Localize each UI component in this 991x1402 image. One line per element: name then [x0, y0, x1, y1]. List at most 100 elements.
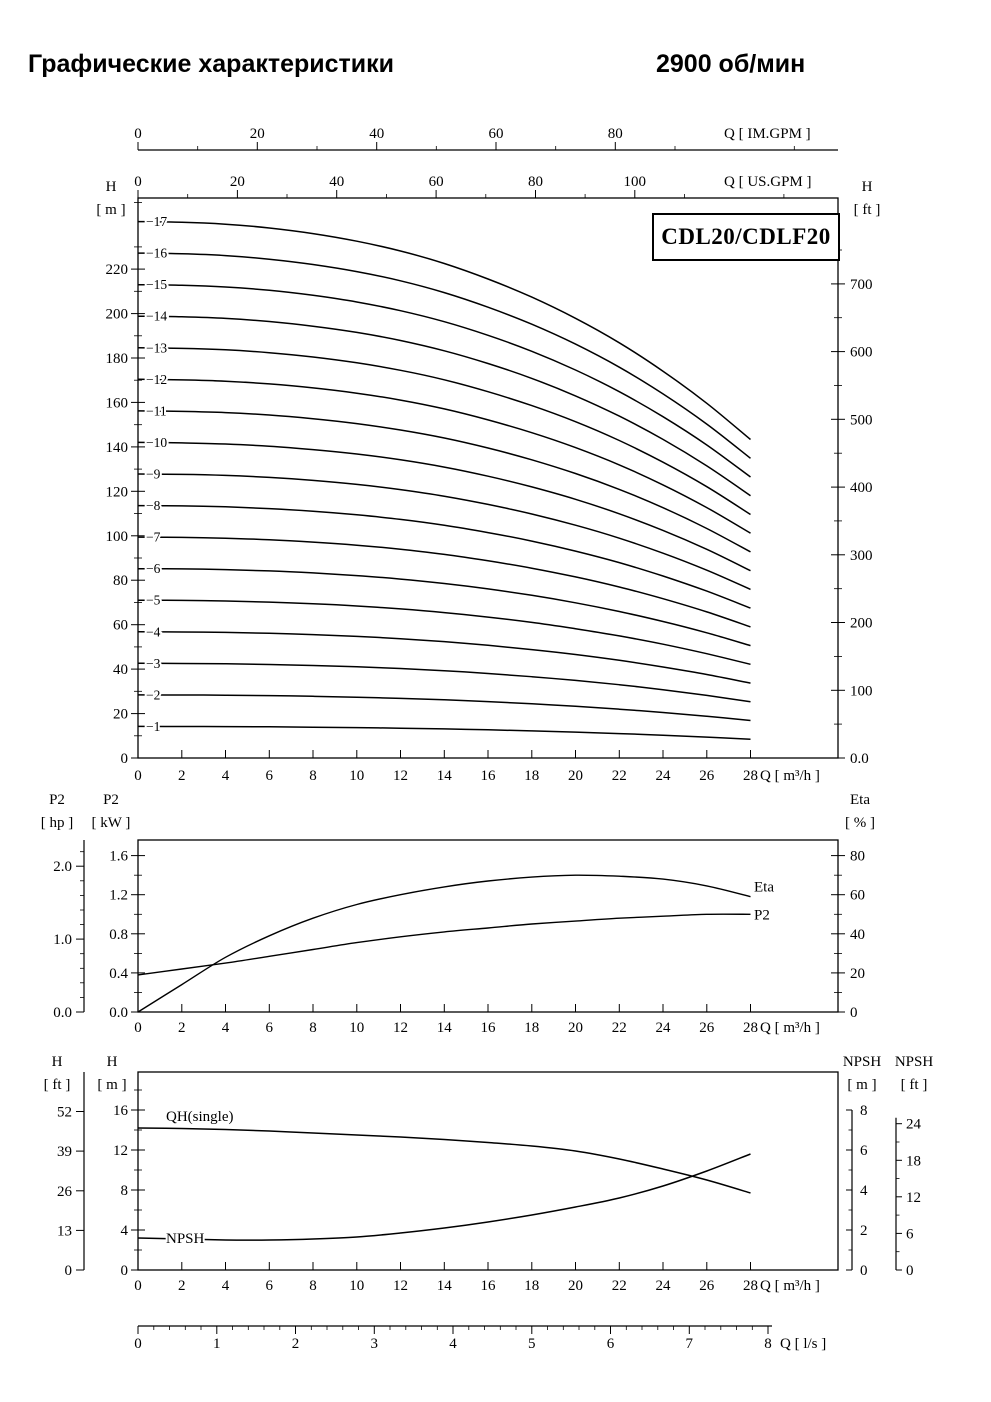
- tick-label: 0: [121, 751, 129, 767]
- tick-label: 16: [481, 1020, 497, 1036]
- tick-label: 0: [134, 126, 142, 142]
- tick-label: 200: [106, 307, 129, 323]
- tick-label: 0: [134, 174, 142, 190]
- tick-label: 2.0: [53, 859, 72, 875]
- tick-label: 8: [309, 1020, 317, 1036]
- tick-label: 20: [568, 1020, 583, 1036]
- tick-label: 40: [113, 662, 128, 678]
- tick-label: 1.0: [53, 932, 72, 948]
- tick-label: 60: [489, 126, 504, 142]
- axis-unit: [ ft ]: [854, 202, 881, 218]
- axis-unit: [ m ]: [847, 1077, 876, 1093]
- tick-label: 40: [329, 174, 344, 190]
- tick-label: 0.4: [109, 966, 128, 982]
- tick-label: 4: [222, 768, 230, 784]
- tick-label: 2: [178, 1278, 186, 1294]
- curve-stage-14: [137, 315, 751, 497]
- tick-label: 12: [113, 1143, 128, 1159]
- axis-name: NPSH: [895, 1054, 934, 1070]
- eta-series-label: Eta: [754, 880, 774, 896]
- tick-label: 2: [860, 1223, 868, 1239]
- axis-name: NPSH: [843, 1054, 882, 1070]
- p2-curve: [137, 913, 751, 976]
- tick-label: 20: [568, 1278, 583, 1294]
- tick-label: 0: [860, 1263, 868, 1279]
- tick-label: 4: [860, 1183, 868, 1199]
- tick-label: 16: [113, 1103, 129, 1119]
- stage-label-14: −14: [146, 309, 167, 324]
- tick-label: 20: [850, 966, 865, 982]
- tick-label: 12: [393, 768, 408, 784]
- tick-label: 0.0: [109, 1005, 128, 1021]
- axis-unit: [ kW ]: [92, 815, 131, 831]
- curve-stage-1: [137, 725, 751, 741]
- tick-label: 3: [371, 1336, 379, 1352]
- tick-label: 16: [481, 1278, 497, 1294]
- stage-label-7: −7: [146, 530, 161, 545]
- tick-label: 20: [113, 707, 128, 723]
- tick-label: 2: [178, 1020, 186, 1036]
- tick-label: 60: [429, 174, 444, 190]
- stage-label-1: −1: [146, 719, 160, 734]
- tick-label: 6: [906, 1226, 914, 1242]
- tick-label: 400: [850, 480, 873, 496]
- tick-label: 4: [222, 1278, 230, 1294]
- stage-label-3: −3: [146, 656, 161, 671]
- tick-label: 1.2: [109, 888, 128, 904]
- tick-label: 4: [449, 1336, 457, 1352]
- tick-label: 300: [850, 548, 873, 564]
- page-title: Графические характеристики: [28, 50, 395, 78]
- tick-label: 8: [764, 1336, 772, 1352]
- tick-label: 12: [906, 1190, 921, 1206]
- tick-label: 7: [686, 1336, 694, 1352]
- tick-label: 22: [612, 1278, 627, 1294]
- x-axis-unit-label: Q [ m³/h ]: [760, 768, 820, 784]
- tick-label: 39: [57, 1144, 72, 1160]
- stage-label-17: −17: [146, 214, 167, 229]
- tick-label: 20: [230, 174, 245, 190]
- tick-label: 5: [528, 1336, 536, 1352]
- tick-label: 500: [850, 412, 873, 428]
- tick-label: 4: [222, 1020, 230, 1036]
- stage-label-11: −11: [146, 403, 167, 418]
- tick-label: 24: [656, 1278, 672, 1294]
- tick-label: 12: [393, 1020, 408, 1036]
- curve-stage-12: [137, 378, 751, 534]
- curve-stage-10: [137, 441, 751, 572]
- curve-stage-11: [137, 410, 751, 553]
- x-axis-unit-label: Q [ IM.GPM ]: [724, 126, 811, 142]
- tick-label: 6: [266, 768, 274, 784]
- tick-label: 28: [743, 1278, 758, 1294]
- tick-label: 14: [437, 1020, 453, 1036]
- stage-label-8: −8: [146, 498, 161, 513]
- stage-label-5: −5: [146, 593, 161, 608]
- tick-label: 18: [524, 768, 539, 784]
- tick-label: 0: [121, 1263, 129, 1279]
- axis-unit: [ ft ]: [44, 1077, 71, 1093]
- tick-label: 160: [106, 395, 129, 411]
- stage-label-12: −12: [146, 372, 167, 387]
- axis-name: H: [52, 1054, 63, 1070]
- tick-label: 0: [134, 1020, 142, 1036]
- tick-label: 0: [134, 1278, 142, 1294]
- tick-label: 100: [624, 174, 647, 190]
- tick-label: 2: [292, 1336, 300, 1352]
- npsh-series-label: NPSH: [166, 1231, 205, 1247]
- curve-stage-9: [137, 473, 751, 591]
- axis-unit: [ m ]: [97, 1077, 126, 1093]
- curve-stage-3: [137, 662, 751, 703]
- tick-label: 6: [266, 1020, 274, 1036]
- tick-label: 60: [850, 888, 865, 904]
- axis-name: H: [862, 179, 873, 195]
- axis-name: Eta: [850, 792, 870, 808]
- tick-label: 80: [528, 174, 543, 190]
- curve-stage-7: [137, 536, 751, 628]
- curve-stage-6: [137, 567, 751, 647]
- tick-label: 600: [850, 345, 873, 361]
- tick-label: 4: [121, 1223, 129, 1239]
- tick-label: 8: [860, 1103, 868, 1119]
- tick-label: 16: [481, 768, 497, 784]
- qh-single-curve: [137, 1127, 751, 1194]
- tick-label: 10: [349, 1020, 364, 1036]
